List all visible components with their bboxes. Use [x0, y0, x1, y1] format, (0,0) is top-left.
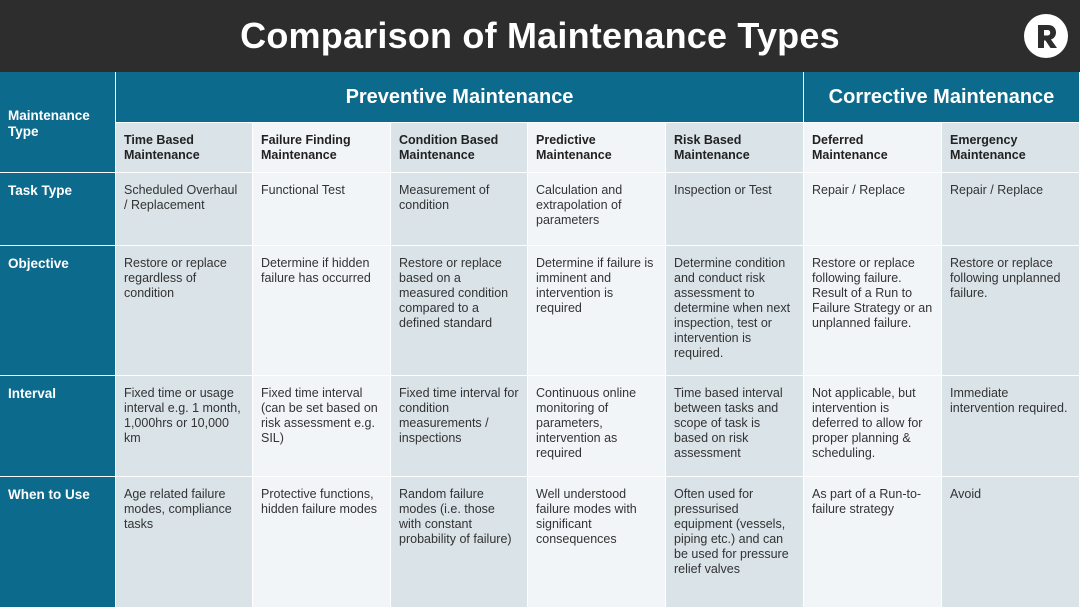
row-label-objective: Objective — [0, 246, 116, 376]
table-cell: Inspection or Test — [666, 173, 804, 246]
table-cell: Avoid — [942, 477, 1080, 608]
table-cell: Determine condition and conduct risk ass… — [666, 246, 804, 376]
table-cell: Functional Test — [253, 173, 391, 246]
table-cell: Restore or replace following unplanned f… — [942, 246, 1080, 376]
table-cell: Calculation and extrapolation of paramet… — [528, 173, 666, 246]
table-cell: Repair / Replace — [804, 173, 942, 246]
table-cell: Often used for pressurised equipment (ve… — [666, 477, 804, 608]
type-header-time-based: Time Based Maintenance — [116, 123, 253, 173]
comparison-table: Maintenance Type Preventive Maintenance … — [0, 72, 1080, 608]
type-header-deferred: Deferred Maintenance — [804, 123, 942, 173]
page-title: Comparison of Maintenance Types — [240, 15, 840, 56]
corner-header: Maintenance Type — [0, 72, 116, 173]
table-cell: Determine if hidden failure has occurred — [253, 246, 391, 376]
table-cell: Determine if failure is imminent and int… — [528, 246, 666, 376]
table-cell: As part of a Run-to-failure strategy — [804, 477, 942, 608]
r-logo-icon — [1024, 14, 1068, 58]
table-cell: Measurement of condition — [391, 173, 528, 246]
table-cell: Fixed time interval (can be set based on… — [253, 376, 391, 477]
type-header-condition-based: Condition Based Maintenance — [391, 123, 528, 173]
type-header-risk-based: Risk Based Maintenance — [666, 123, 804, 173]
table-cell: Repair / Replace — [942, 173, 1080, 246]
table-cell: Age related failure modes, compliance ta… — [116, 477, 253, 608]
table-cell: Not applicable, but intervention is defe… — [804, 376, 942, 477]
group-header-preventive: Preventive Maintenance — [116, 72, 804, 123]
group-header-corrective: Corrective Maintenance — [804, 72, 1080, 123]
table-cell: Protective functions, hidden failure mod… — [253, 477, 391, 608]
type-header-failure-finding: Failure Finding Maintenance — [253, 123, 391, 173]
title-bar: Comparison of Maintenance Types — [0, 0, 1080, 72]
r-logo-glyph — [1038, 25, 1057, 48]
table-cell: Fixed time interval for condition measur… — [391, 376, 528, 477]
table-cell: Restore or replace regardless of conditi… — [116, 246, 253, 376]
row-label-task-type: Task Type — [0, 173, 116, 246]
table-cell: Restore or replace based on a measured c… — [391, 246, 528, 376]
row-label-interval: Interval — [0, 376, 116, 477]
row-label-when-to-use: When to Use — [0, 477, 116, 608]
table-cell: Random failure modes (i.e. those with co… — [391, 477, 528, 608]
type-header-predictive: Predictive Maintenance — [528, 123, 666, 173]
table-cell: Restore or replace following failure. Re… — [804, 246, 942, 376]
table-cell: Continuous online monitoring of paramete… — [528, 376, 666, 477]
type-header-emergency: Emergency Maintenance — [942, 123, 1080, 173]
table-cell: Time based interval between tasks and sc… — [666, 376, 804, 477]
table-cell: Immediate intervention required. — [942, 376, 1080, 477]
table-cell: Well understood failure modes with signi… — [528, 477, 666, 608]
table-cell: Fixed time or usage interval e.g. 1 mont… — [116, 376, 253, 477]
table-cell: Scheduled Overhaul / Replacement — [116, 173, 253, 246]
